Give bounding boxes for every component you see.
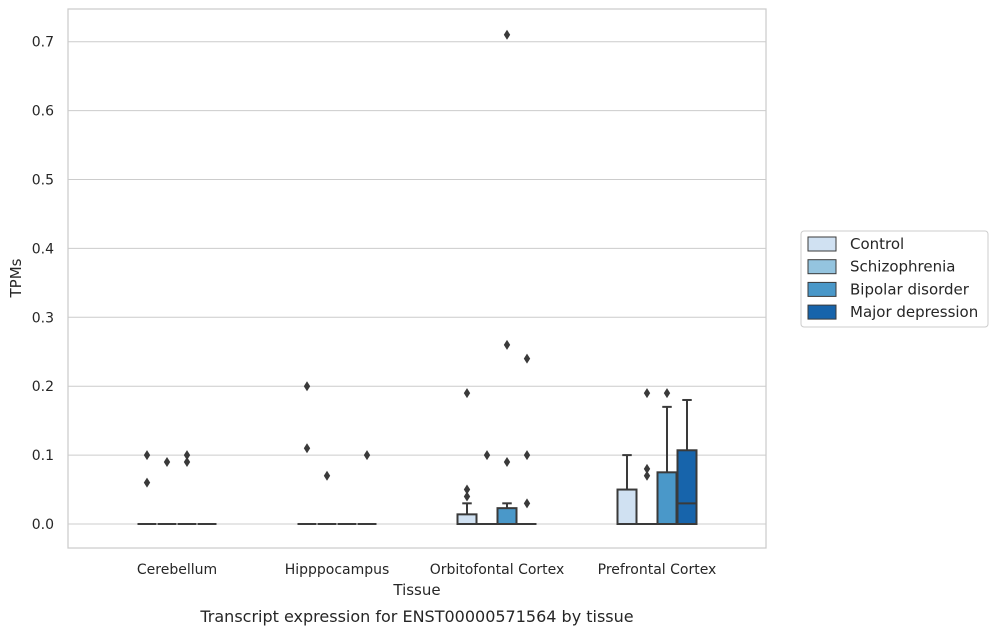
outlier-point: [183, 450, 191, 461]
y-axis-title: TPMs: [7, 258, 25, 298]
box-group: [297, 381, 317, 525]
legend-label: Bipolar disorder: [850, 280, 970, 298]
chart-caption: Transcript expression for ENST0000057156…: [199, 607, 633, 626]
box-group: [456, 388, 478, 526]
x-axis-title: Tissue: [392, 581, 440, 599]
legend-label: Major depression: [850, 303, 978, 321]
y-tick-labels: 0.0 0.1 0.2 0.3 0.4 0.5 0.6 0.7: [32, 35, 54, 533]
y-tick-label: 0.3: [32, 310, 54, 326]
box-group: [477, 450, 497, 525]
outlier-point: [503, 339, 511, 350]
x-tick-label: Orbitofontal Cortex: [430, 562, 565, 578]
outlier-point: [523, 353, 531, 364]
outlier-point: [523, 450, 531, 461]
outlier-point: [303, 381, 311, 392]
outlier-point: [663, 388, 671, 399]
outlier-point: [503, 29, 511, 40]
box-body: [496, 507, 518, 526]
y-tick-label: 0.4: [32, 241, 54, 257]
x-tick-label: Hipppocampus: [285, 562, 390, 578]
box-group: [517, 353, 537, 525]
legend: Control Schizophrenia Bipolar disorder Majo…: [800, 230, 989, 328]
x-tick-labels: Cerebellum Hipppocampus Orbitofontal Corte…: [137, 562, 716, 578]
outlier-point: [363, 450, 371, 461]
box-body: [676, 449, 698, 526]
outlier-point: [303, 443, 311, 454]
y-tick-label: 0.6: [32, 104, 54, 120]
outlier-point: [323, 470, 331, 481]
outlier-point: [643, 470, 651, 481]
outlier-point: [643, 388, 651, 399]
outlier-point: [463, 484, 471, 495]
outlier-point: [523, 498, 531, 509]
outlier-point: [643, 463, 651, 474]
legend-frame: [800, 230, 989, 328]
box-group: [317, 470, 337, 525]
box-group: [357, 450, 377, 525]
legend-swatch: [807, 304, 837, 320]
outlier-point: [163, 456, 171, 467]
x-tick-label: Cerebellum: [137, 562, 217, 578]
legend-swatch: [807, 281, 837, 297]
box-group: [616, 454, 638, 525]
y-tick-label: 0.5: [32, 173, 54, 189]
box-group: [157, 456, 177, 525]
box-group: [637, 388, 657, 525]
box-body: [456, 513, 478, 526]
legend-swatch: [807, 236, 837, 252]
box-body: [656, 471, 678, 526]
box-body: [616, 488, 638, 525]
outlier-point: [143, 477, 151, 488]
outlier-point: [143, 450, 151, 461]
box-group: [177, 450, 197, 525]
box-group: [496, 29, 518, 526]
legend-swatch: [807, 259, 837, 275]
box-group: [676, 398, 698, 526]
y-tick-label: 0.1: [32, 448, 54, 464]
y-tick-label: 0.7: [32, 35, 54, 51]
legend-label: Schizophrenia: [850, 258, 955, 276]
y-tick-label: 0.2: [32, 379, 54, 395]
y-tick-label: 0.0: [32, 517, 54, 533]
x-tick-label: Prefrontal Cortex: [598, 562, 717, 578]
legend-label: Control: [850, 235, 904, 253]
plot-frame: [67, 8, 767, 549]
plot-background: [68, 9, 766, 548]
outlier-point: [463, 388, 471, 399]
box-group: [137, 450, 157, 525]
outlier-point: [183, 456, 191, 467]
boxes: [137, 29, 698, 526]
outlier-point: [483, 450, 491, 461]
outlier-point: [503, 456, 511, 467]
outlier-point: [463, 491, 471, 502]
